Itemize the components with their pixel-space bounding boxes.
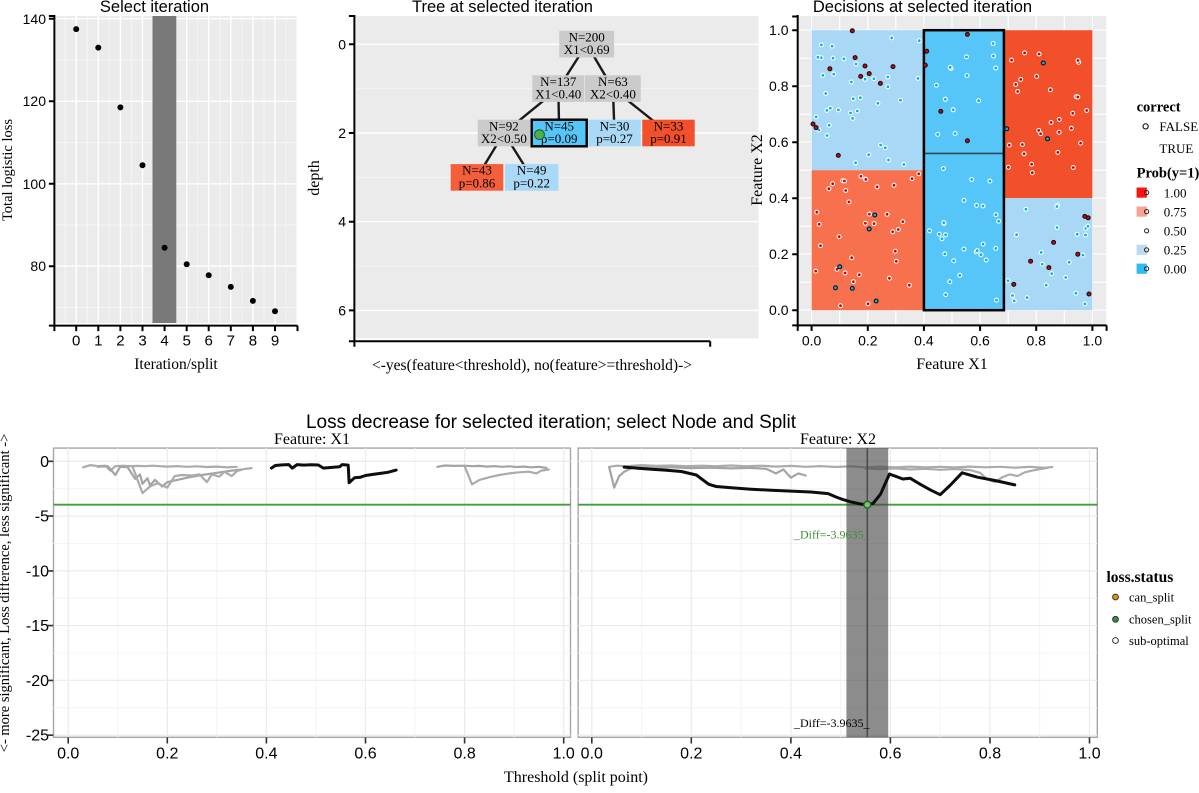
svg-text:N=200: N=200 xyxy=(569,29,605,44)
svg-text:correct: correct xyxy=(1137,100,1181,116)
svg-text:p=0.22: p=0.22 xyxy=(513,175,550,190)
svg-text:Feature X2: Feature X2 xyxy=(749,134,766,206)
svg-text:0.6: 0.6 xyxy=(769,134,789,150)
svg-text:-10: -10 xyxy=(26,563,49,580)
svg-text:0.2: 0.2 xyxy=(769,246,789,262)
svg-text:7: 7 xyxy=(227,333,235,350)
svg-text:0.8: 0.8 xyxy=(979,746,1001,763)
svg-text:N=30: N=30 xyxy=(600,118,630,133)
svg-text:p=0.27: p=0.27 xyxy=(596,131,633,146)
svg-text:0.2: 0.2 xyxy=(858,333,878,349)
svg-text:<-yes(feature<threshold), no(f: <-yes(feature<threshold), no(feature>=th… xyxy=(372,357,692,374)
svg-text:_Diff=-3.9635_: _Diff=-3.9635_ xyxy=(793,528,871,542)
svg-text:Prob(y=1): Prob(y=1) xyxy=(1137,166,1199,182)
svg-text:2: 2 xyxy=(338,125,346,141)
svg-text:can_split: can_split xyxy=(1129,590,1175,604)
svg-text:N=33: N=33 xyxy=(654,118,684,133)
svg-text:0.50: 0.50 xyxy=(1164,224,1187,239)
svg-text:N=92: N=92 xyxy=(489,118,519,133)
svg-text:0.2: 0.2 xyxy=(156,746,178,763)
svg-text:0.8: 0.8 xyxy=(769,78,789,94)
svg-text:1.0: 1.0 xyxy=(1078,746,1100,763)
svg-text:0.0: 0.0 xyxy=(769,302,789,318)
svg-text:8: 8 xyxy=(249,333,257,350)
svg-text:1.0: 1.0 xyxy=(553,746,575,763)
svg-text:0.75: 0.75 xyxy=(1164,204,1187,219)
svg-text:<- more significant, Loss diff: <- more significant, Loss difference, le… xyxy=(0,434,13,752)
svg-text:3: 3 xyxy=(138,333,146,350)
svg-text:Loss decrease for selected ite: Loss decrease for selected iteration; se… xyxy=(306,412,797,433)
svg-text:p=0.86: p=0.86 xyxy=(459,175,496,190)
svg-text:chosen_split: chosen_split xyxy=(1129,613,1192,627)
svg-text:0.6: 0.6 xyxy=(970,333,990,349)
svg-text:9: 9 xyxy=(271,333,279,350)
svg-text:0.6: 0.6 xyxy=(354,746,376,763)
svg-text:Feature X1: Feature X1 xyxy=(916,356,988,373)
svg-text:0.00: 0.00 xyxy=(1164,261,1187,276)
svg-text:X2<0.50: X2<0.50 xyxy=(481,131,527,146)
svg-text:2: 2 xyxy=(116,333,124,350)
svg-text:Total logistic loss: Total logistic loss xyxy=(0,119,16,221)
svg-text:0.4: 0.4 xyxy=(780,746,802,763)
svg-text:0: 0 xyxy=(40,454,49,471)
svg-text:Decisions at selected iteratio: Decisions at selected iteration xyxy=(813,0,1032,16)
svg-text:0.0: 0.0 xyxy=(57,746,79,763)
svg-text:X1<0.40: X1<0.40 xyxy=(535,87,581,102)
svg-text:0.8: 0.8 xyxy=(453,746,475,763)
svg-text:1.0: 1.0 xyxy=(769,22,789,38)
svg-text:Feature: X1: Feature: X1 xyxy=(274,431,350,448)
svg-text:4: 4 xyxy=(160,333,168,350)
svg-text:0.8: 0.8 xyxy=(1026,333,1046,349)
svg-text:-20: -20 xyxy=(26,673,49,690)
svg-text:N=45: N=45 xyxy=(544,118,574,133)
svg-text:0.2: 0.2 xyxy=(680,746,702,763)
svg-text:140: 140 xyxy=(23,11,47,27)
svg-text:6: 6 xyxy=(338,302,346,318)
svg-text:X2<0.40: X2<0.40 xyxy=(590,87,636,102)
svg-text:0.0: 0.0 xyxy=(802,333,822,349)
svg-text:0: 0 xyxy=(338,36,346,52)
svg-text:Select iteration: Select iteration xyxy=(100,0,209,16)
svg-text:0: 0 xyxy=(72,333,80,350)
svg-text:1.0: 1.0 xyxy=(1083,333,1103,349)
svg-text:FALSE: FALSE xyxy=(1159,119,1198,134)
svg-text:Tree at selected iteration: Tree at selected iteration xyxy=(412,0,593,16)
svg-text:sub-optimal: sub-optimal xyxy=(1129,634,1189,648)
svg-text:0.4: 0.4 xyxy=(255,746,277,763)
svg-text:loss.status: loss.status xyxy=(1107,569,1174,586)
svg-text:100: 100 xyxy=(23,176,47,192)
svg-text:depth: depth xyxy=(306,160,323,196)
svg-text:Threshold (split point): Threshold (split point) xyxy=(504,769,648,786)
svg-text:_Diff=-3.9635_: _Diff=-3.9635_ xyxy=(793,716,871,730)
svg-text:0.4: 0.4 xyxy=(769,190,789,206)
svg-text:-15: -15 xyxy=(26,618,49,635)
svg-text:N=63: N=63 xyxy=(598,74,628,89)
svg-text:Feature: X2: Feature: X2 xyxy=(800,431,876,448)
svg-text:p=0.09: p=0.09 xyxy=(541,131,578,146)
svg-text:1: 1 xyxy=(94,333,102,350)
svg-text:N=43: N=43 xyxy=(462,163,492,178)
svg-text:0.4: 0.4 xyxy=(914,333,934,349)
svg-text:1.00: 1.00 xyxy=(1164,185,1187,200)
svg-text:0.25: 0.25 xyxy=(1164,243,1187,258)
svg-text:0.0: 0.0 xyxy=(581,746,603,763)
svg-text:N=49: N=49 xyxy=(517,163,547,178)
svg-text:TRUE: TRUE xyxy=(1159,141,1193,156)
svg-text:p=0.91: p=0.91 xyxy=(650,131,687,146)
svg-text:80: 80 xyxy=(30,258,46,274)
svg-text:Iteration/split: Iteration/split xyxy=(134,356,218,373)
svg-text:0.6: 0.6 xyxy=(879,746,901,763)
svg-text:X1<0.69: X1<0.69 xyxy=(564,42,610,57)
svg-text:6: 6 xyxy=(205,333,213,350)
svg-text:-25: -25 xyxy=(26,728,49,745)
svg-text:5: 5 xyxy=(183,333,191,350)
svg-text:120: 120 xyxy=(23,93,47,109)
svg-text:N=137: N=137 xyxy=(540,74,577,89)
svg-text:-5: -5 xyxy=(35,509,49,526)
svg-text:4: 4 xyxy=(338,214,346,230)
